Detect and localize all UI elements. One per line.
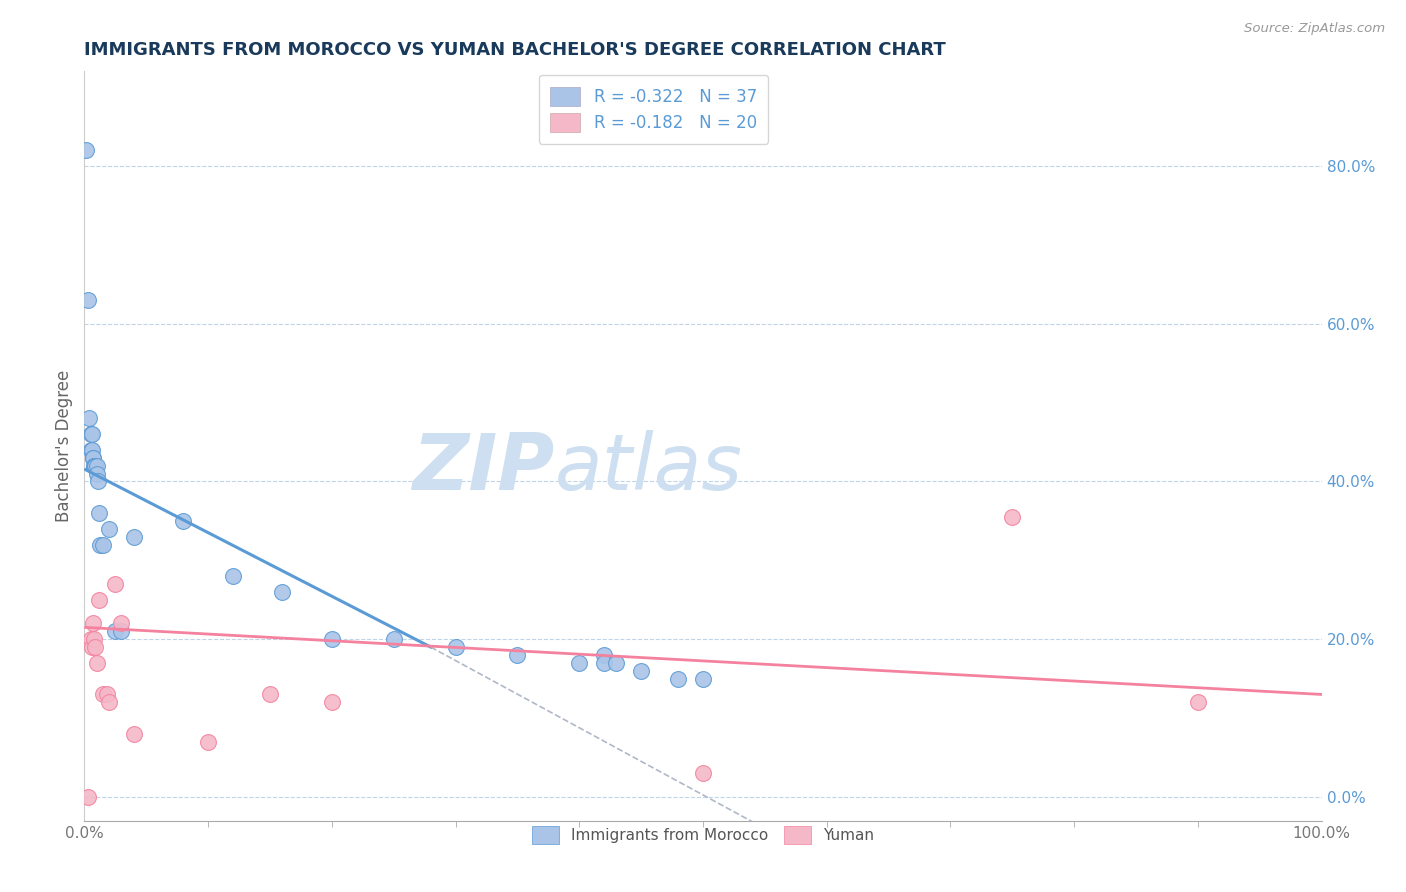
Point xyxy=(79,442,101,457)
Point xyxy=(104,624,127,639)
Point xyxy=(222,569,245,583)
Point xyxy=(321,632,343,647)
Point xyxy=(89,538,111,552)
Point xyxy=(84,458,107,473)
Point xyxy=(84,640,107,654)
Point xyxy=(271,585,294,599)
Point xyxy=(110,624,132,639)
Point xyxy=(122,530,145,544)
Point xyxy=(82,616,104,631)
Point xyxy=(82,450,104,465)
Text: Source: ZipAtlas.com: Source: ZipAtlas.com xyxy=(1244,22,1385,36)
Point xyxy=(79,427,101,442)
Point xyxy=(568,656,591,670)
Point xyxy=(605,656,627,670)
Point xyxy=(122,727,145,741)
Point xyxy=(89,506,111,520)
Text: IMMIGRANTS FROM MOROCCO VS YUMAN BACHELOR'S DEGREE CORRELATION CHART: IMMIGRANTS FROM MOROCCO VS YUMAN BACHELO… xyxy=(84,41,946,59)
Point xyxy=(91,688,114,702)
Point xyxy=(86,656,108,670)
Point xyxy=(86,467,108,481)
Y-axis label: Bachelor's Degree: Bachelor's Degree xyxy=(55,370,73,522)
Point xyxy=(197,735,219,749)
Point xyxy=(79,411,101,425)
Point xyxy=(82,450,104,465)
Point xyxy=(79,632,101,647)
Point xyxy=(259,688,281,702)
Point xyxy=(91,538,114,552)
Point xyxy=(98,522,121,536)
Point xyxy=(110,616,132,631)
Point xyxy=(1001,510,1024,524)
Point xyxy=(83,458,105,473)
Point xyxy=(83,632,105,647)
Point xyxy=(692,766,714,780)
Point xyxy=(382,632,405,647)
Point xyxy=(80,442,103,457)
Point xyxy=(593,656,616,670)
Point xyxy=(75,143,97,157)
Point xyxy=(630,664,652,678)
Point xyxy=(80,640,103,654)
Point xyxy=(1187,695,1209,709)
Text: atlas: atlas xyxy=(554,431,742,507)
Point xyxy=(77,293,100,307)
Point xyxy=(89,592,111,607)
Point xyxy=(80,427,103,442)
Point xyxy=(692,672,714,686)
Point xyxy=(77,789,100,804)
Point xyxy=(666,672,689,686)
Point xyxy=(172,514,194,528)
Point xyxy=(506,648,529,662)
Point xyxy=(104,577,127,591)
Point xyxy=(444,640,467,654)
Point xyxy=(593,648,616,662)
Point xyxy=(86,458,108,473)
Text: ZIP: ZIP xyxy=(412,431,554,507)
Point xyxy=(321,695,343,709)
Point xyxy=(83,458,105,473)
Point xyxy=(87,475,110,489)
Point xyxy=(98,695,121,709)
Point xyxy=(84,458,107,473)
Point xyxy=(96,688,118,702)
Legend: Immigrants from Morocco, Yuman: Immigrants from Morocco, Yuman xyxy=(520,815,886,855)
